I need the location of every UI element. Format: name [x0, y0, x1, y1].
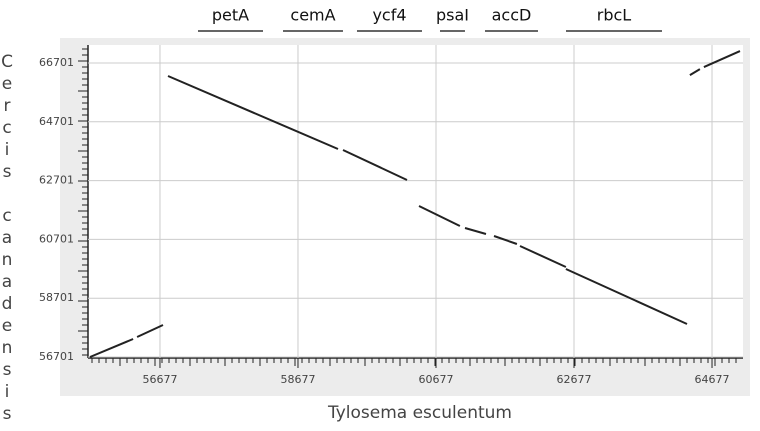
gene-label: ycf4 [372, 6, 406, 25]
gene-label: petA [212, 6, 249, 25]
y-tick-label: 64701 [39, 115, 74, 128]
x-tick-label: 58677 [280, 373, 315, 386]
gene-label: psaI [436, 6, 469, 25]
x-tick-label: 62677 [557, 373, 592, 386]
x-tick-label: 56677 [142, 373, 177, 386]
y-tick-label: 66701 [39, 56, 74, 69]
x-tick-label: 64677 [695, 373, 730, 386]
x-tick-label: 60677 [418, 373, 453, 386]
alignment-line [89, 50, 741, 358]
gene-label: cemA [290, 6, 335, 25]
plot-area [88, 45, 743, 358]
y-axis-title: Cercis canadensis [0, 52, 17, 426]
y-tick-label: 58701 [39, 291, 74, 304]
y-tick-label: 60701 [39, 232, 74, 245]
gene-label: accD [492, 6, 532, 25]
y-tick-label: 62701 [39, 174, 74, 187]
y-tick-label: 56701 [39, 350, 74, 363]
x-axis-title: Tylosema esculentum [327, 403, 512, 423]
gene-label: rbcL [597, 6, 632, 25]
